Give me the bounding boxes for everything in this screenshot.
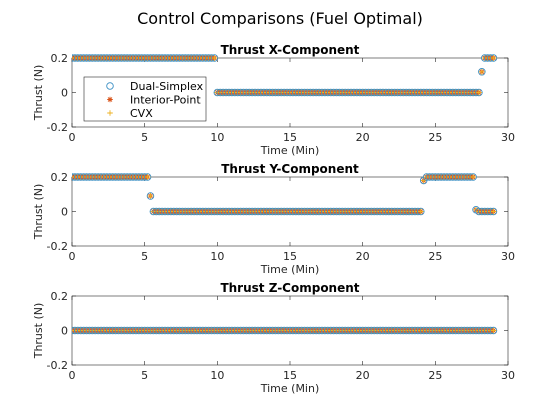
data-points [72, 54, 498, 97]
legend-plus-icon [107, 110, 113, 116]
y-axis-label: Thrust (N) [32, 65, 45, 122]
data-points [72, 173, 498, 216]
y-axis-label: Thrust (N) [32, 184, 45, 241]
dual-simplex-point [469, 173, 477, 181]
x-tick-label: 10 [210, 250, 224, 263]
cvx-point [490, 208, 497, 215]
y-tick-label: 0.2 [51, 290, 69, 303]
x-tick-label: 10 [210, 131, 224, 144]
x-tick-label: 25 [428, 369, 442, 382]
cvx-point [479, 69, 485, 75]
dual-simplex-point [146, 192, 155, 200]
cvx-point [470, 174, 476, 180]
y-tick-label: -0.2 [47, 359, 68, 372]
dual-simplex-point [475, 88, 483, 97]
x-tick-label: 5 [141, 250, 148, 263]
x-tick-label: 30 [501, 250, 515, 263]
dual-simplex-point [210, 54, 219, 62]
x-tick-label: 0 [69, 369, 76, 382]
dual-simplex-point [417, 207, 425, 216]
y-tick-label: 0 [61, 206, 68, 219]
cvx-point [144, 174, 151, 180]
cvx-point [147, 193, 154, 199]
legend-asterisk-icon [107, 96, 113, 103]
dual-simplex-point [143, 173, 152, 181]
y-tick-label: 0 [61, 87, 68, 100]
x-tick-label: 5 [141, 369, 148, 382]
dual-simplex-point [489, 207, 498, 216]
x-tick-label: 10 [210, 369, 224, 382]
y-tick-label: -0.2 [47, 121, 68, 134]
cvx-point [490, 55, 497, 61]
x-tick-label: 30 [501, 131, 515, 144]
x-axis-label: Time (Min) [260, 263, 320, 276]
x-tick-label: 5 [141, 131, 148, 144]
y-axis-label: Thrust (N) [32, 303, 45, 360]
cvx-point [211, 55, 218, 61]
legend-entry-interior-point: Interior-Point [107, 94, 201, 107]
x-tick-label: 20 [356, 131, 370, 144]
x-tick-label: 15 [283, 131, 297, 144]
figure-title: Control Comparisons (Fuel Optimal) [137, 9, 423, 28]
legend-entry-cvx: CVX [107, 107, 153, 120]
legend-label: Interior-Point [130, 94, 201, 107]
x-tick-label: 25 [428, 250, 442, 263]
x-tick-label: 0 [69, 250, 76, 263]
subplot-title: Thrust X-Component [221, 43, 360, 57]
legend-label: CVX [130, 107, 153, 120]
subplot-title: Thrust Z-Component [220, 281, 359, 295]
cvx-point [490, 327, 497, 334]
x-tick-label: 0 [69, 131, 76, 144]
legend-circle-icon [106, 82, 114, 90]
x-tick-label: 20 [356, 369, 370, 382]
y-tick-label: 0 [61, 325, 68, 338]
dual-simplex-point [489, 326, 498, 335]
legend-box [83, 76, 207, 122]
x-tick-label: 30 [501, 369, 515, 382]
y-tick-label: -0.2 [47, 240, 68, 253]
x-tick-label: 15 [283, 369, 297, 382]
y-tick-label: 0.2 [51, 52, 69, 65]
data-points [72, 326, 498, 335]
x-axis-label: Time (Min) [260, 144, 320, 157]
x-axis-label: Time (Min) [260, 382, 320, 395]
subplot-title: Thrust Y-Component [221, 162, 359, 176]
x-tick-label: 20 [356, 250, 370, 263]
cvx-point [418, 208, 424, 215]
dual-simplex-point [478, 68, 486, 76]
y-tick-label: 0.2 [51, 171, 69, 184]
dual-simplex-point [489, 54, 498, 62]
x-tick-label: 15 [283, 250, 297, 263]
legend-label: Dual-Simplex [130, 80, 204, 93]
x-tick-label: 25 [428, 131, 442, 144]
cvx-point [476, 89, 482, 96]
legend-entry-dual-simplex: Dual-Simplex [106, 80, 204, 93]
